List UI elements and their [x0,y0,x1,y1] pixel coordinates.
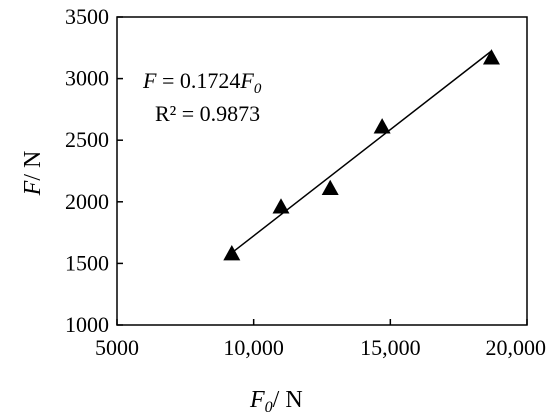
equation-rhs-sub: 0 [254,81,262,97]
x-axis-label-unit: / N [273,387,303,413]
x-tick-label: 10,000 [223,335,284,360]
data-points [223,49,500,261]
equation-label: F = 0.1724F0 [142,68,262,97]
x-tick-label: 20,000 [486,335,547,360]
equation-rhs: F [239,68,254,93]
y-axis-label-unit: / N [20,151,46,181]
y-axis-label: F/ N [20,151,46,197]
data-point-triangle [482,49,500,65]
x-tick-label: 5000 [95,335,139,360]
y-tick-label: 3500 [65,4,109,29]
x-axis-label-main: F [249,387,265,413]
x-axis-ticks: 5000 10,000 15,000 20,000 [95,319,546,360]
data-point-triangle [373,118,391,134]
trendline [231,50,492,254]
y-tick-label: 1000 [65,312,109,337]
y-tick-label: 3000 [65,66,109,91]
plot-area-frame [116,16,528,326]
y-axis-label-main: F [20,180,46,196]
equation-eq: = 0.1724 [156,68,240,93]
x-tick-label: 15,000 [360,335,421,360]
y-tick-label: 2500 [65,127,109,152]
data-point-triangle [272,198,290,214]
y-axis-ticks: 1000 1500 2000 2500 3000 3500 [65,4,123,337]
x-axis-label-sub: 0 [265,399,273,416]
x-axis-label: F0/ N [249,387,303,416]
equation-lhs: F [142,68,157,93]
y-tick-label: 1500 [65,250,109,275]
r2-label: R² = 0.9873 [155,101,260,126]
y-tick-label: 2000 [65,189,109,214]
data-point-triangle [223,245,241,261]
data-point-triangle [321,179,339,196]
